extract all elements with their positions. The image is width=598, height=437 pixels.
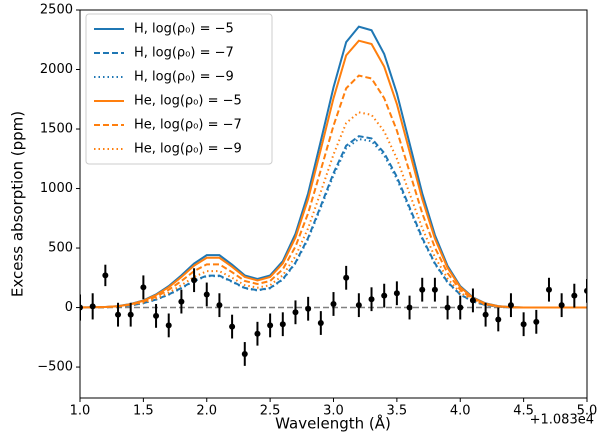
data-point [330, 300, 337, 307]
data-point [381, 292, 388, 299]
data-point [406, 304, 413, 311]
legend-label: He, log(ρ₀) = −7 [134, 118, 242, 133]
data-point [419, 286, 426, 293]
y-tick-label: 0 [65, 300, 73, 315]
data-point [153, 312, 160, 319]
data-point [140, 284, 147, 291]
data-point [571, 292, 578, 299]
data-point [241, 350, 248, 357]
data-point [254, 330, 261, 337]
series-line [80, 111, 587, 309]
data-point [545, 286, 552, 293]
data-point [80, 304, 83, 311]
x-tick-label: 2.0 [196, 404, 217, 419]
data-point [165, 322, 172, 329]
series-line [80, 74, 587, 309]
x-tick-label: 5.0 [577, 404, 598, 419]
legend-label: He, log(ρ₀) = −5 [134, 94, 242, 109]
legend-label: He, log(ρ₀) = −9 [134, 142, 242, 157]
data-point [317, 320, 324, 327]
data-point [507, 302, 514, 309]
data-point [584, 287, 587, 294]
data-point [292, 309, 299, 316]
y-axis-label: Excess absorption (ppm) [9, 111, 27, 297]
x-tick-label: 4.0 [450, 404, 471, 419]
y-tick-label: 2000 [40, 62, 73, 77]
data-point [305, 305, 312, 312]
x-tick-label: 4.5 [513, 404, 534, 419]
data-point [444, 304, 451, 311]
data-point [178, 298, 185, 305]
data-point [115, 311, 122, 318]
data-point [393, 290, 400, 297]
data-point [89, 303, 96, 310]
y-tick-label: 1500 [40, 122, 73, 137]
data-point [469, 297, 476, 304]
x-tick-label: 1.5 [133, 404, 154, 419]
data-point [191, 277, 198, 284]
x-tick-label: 2.5 [260, 404, 281, 419]
data-point [203, 291, 210, 298]
x-tick-label: 1.0 [70, 404, 91, 419]
data-point [482, 311, 489, 318]
data-point [457, 304, 464, 311]
legend-label: H, log(ρ₀) = −5 [134, 22, 234, 37]
x-offset-text: +1.083e4 [530, 413, 594, 428]
data-point [102, 272, 109, 279]
legend-label: H, log(ρ₀) = −7 [134, 46, 234, 61]
data-point [127, 311, 134, 318]
x-tick-label: 3.5 [387, 404, 408, 419]
data-point [495, 316, 502, 323]
data-point [431, 286, 438, 293]
plot-area [80, 25, 587, 366]
legend-box [85, 13, 273, 165]
data-point [229, 323, 236, 330]
y-tick-label: 2500 [40, 3, 73, 18]
data-point [279, 321, 286, 328]
plot-frame [79, 9, 588, 399]
x-tick-label: 3.0 [323, 404, 344, 419]
y-tick-label: −500 [37, 360, 73, 375]
legend-label: H, log(ρ₀) = −9 [134, 70, 234, 85]
y-tick-label: 500 [48, 241, 73, 256]
data-point [267, 322, 274, 329]
data-point [558, 302, 565, 309]
x-axis-label: Wavelength (Å) [275, 414, 391, 433]
data-point [533, 318, 540, 325]
data-point [216, 302, 223, 309]
data-point [520, 321, 527, 328]
data-point [368, 296, 375, 303]
data-point [343, 274, 350, 281]
y-tick-label: 1000 [40, 181, 73, 196]
data-point [355, 302, 362, 309]
